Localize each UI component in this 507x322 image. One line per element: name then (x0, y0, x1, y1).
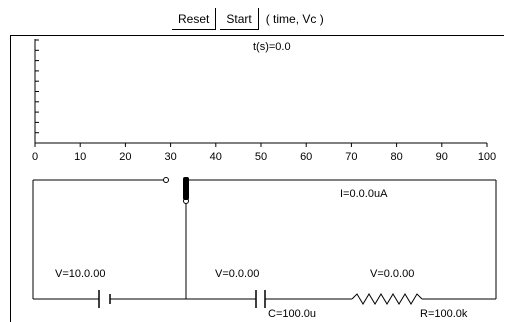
capacitor-voltage: V=0.0.00 (215, 268, 259, 280)
current-readout: I=0.0.0uA (340, 188, 388, 200)
x-tick-label: 90 (436, 151, 448, 163)
x-axis-ticks: 0 10 20 30 40 50 60 70 80 90 100 (32, 143, 496, 163)
battery-voltage: V=10.0.00 (55, 268, 105, 280)
y-axis-ticks (35, 39, 39, 144)
x-tick-label: 10 (74, 151, 86, 163)
simulation-panel (10, 35, 504, 322)
x-tick-label: 30 (164, 151, 176, 163)
reset-button[interactable]: Reset (172, 8, 217, 30)
resistor-zigzag (351, 293, 423, 305)
switch-lever[interactable] (183, 177, 189, 200)
switch-left-contact (163, 177, 169, 183)
toolbar: Reset Start ( time, Vc ) (172, 6, 324, 32)
mode-label: ( time, Vc ) (265, 12, 324, 26)
x-tick-label: 100 (478, 151, 496, 163)
x-tick-label: 50 (255, 151, 267, 163)
x-tick-label: 60 (300, 151, 312, 163)
resistance-label[interactable]: R=100.0k (420, 308, 468, 320)
x-tick-label: 0 (32, 151, 38, 163)
capacitance-label[interactable]: C=100.0u (268, 308, 316, 320)
plot-area: 0 10 20 30 40 50 60 70 80 90 100 t(s)=0.0 (32, 39, 496, 163)
time-readout: t(s)=0.0 (253, 41, 291, 53)
rc-circuit (32, 177, 497, 308)
x-tick-label: 20 (119, 151, 131, 163)
resistor-voltage: V=0.0.00 (370, 268, 414, 280)
x-tick-label: 70 (345, 151, 357, 163)
x-tick-label: 80 (390, 151, 402, 163)
start-button[interactable]: Start (220, 8, 259, 30)
x-tick-label: 40 (210, 151, 222, 163)
